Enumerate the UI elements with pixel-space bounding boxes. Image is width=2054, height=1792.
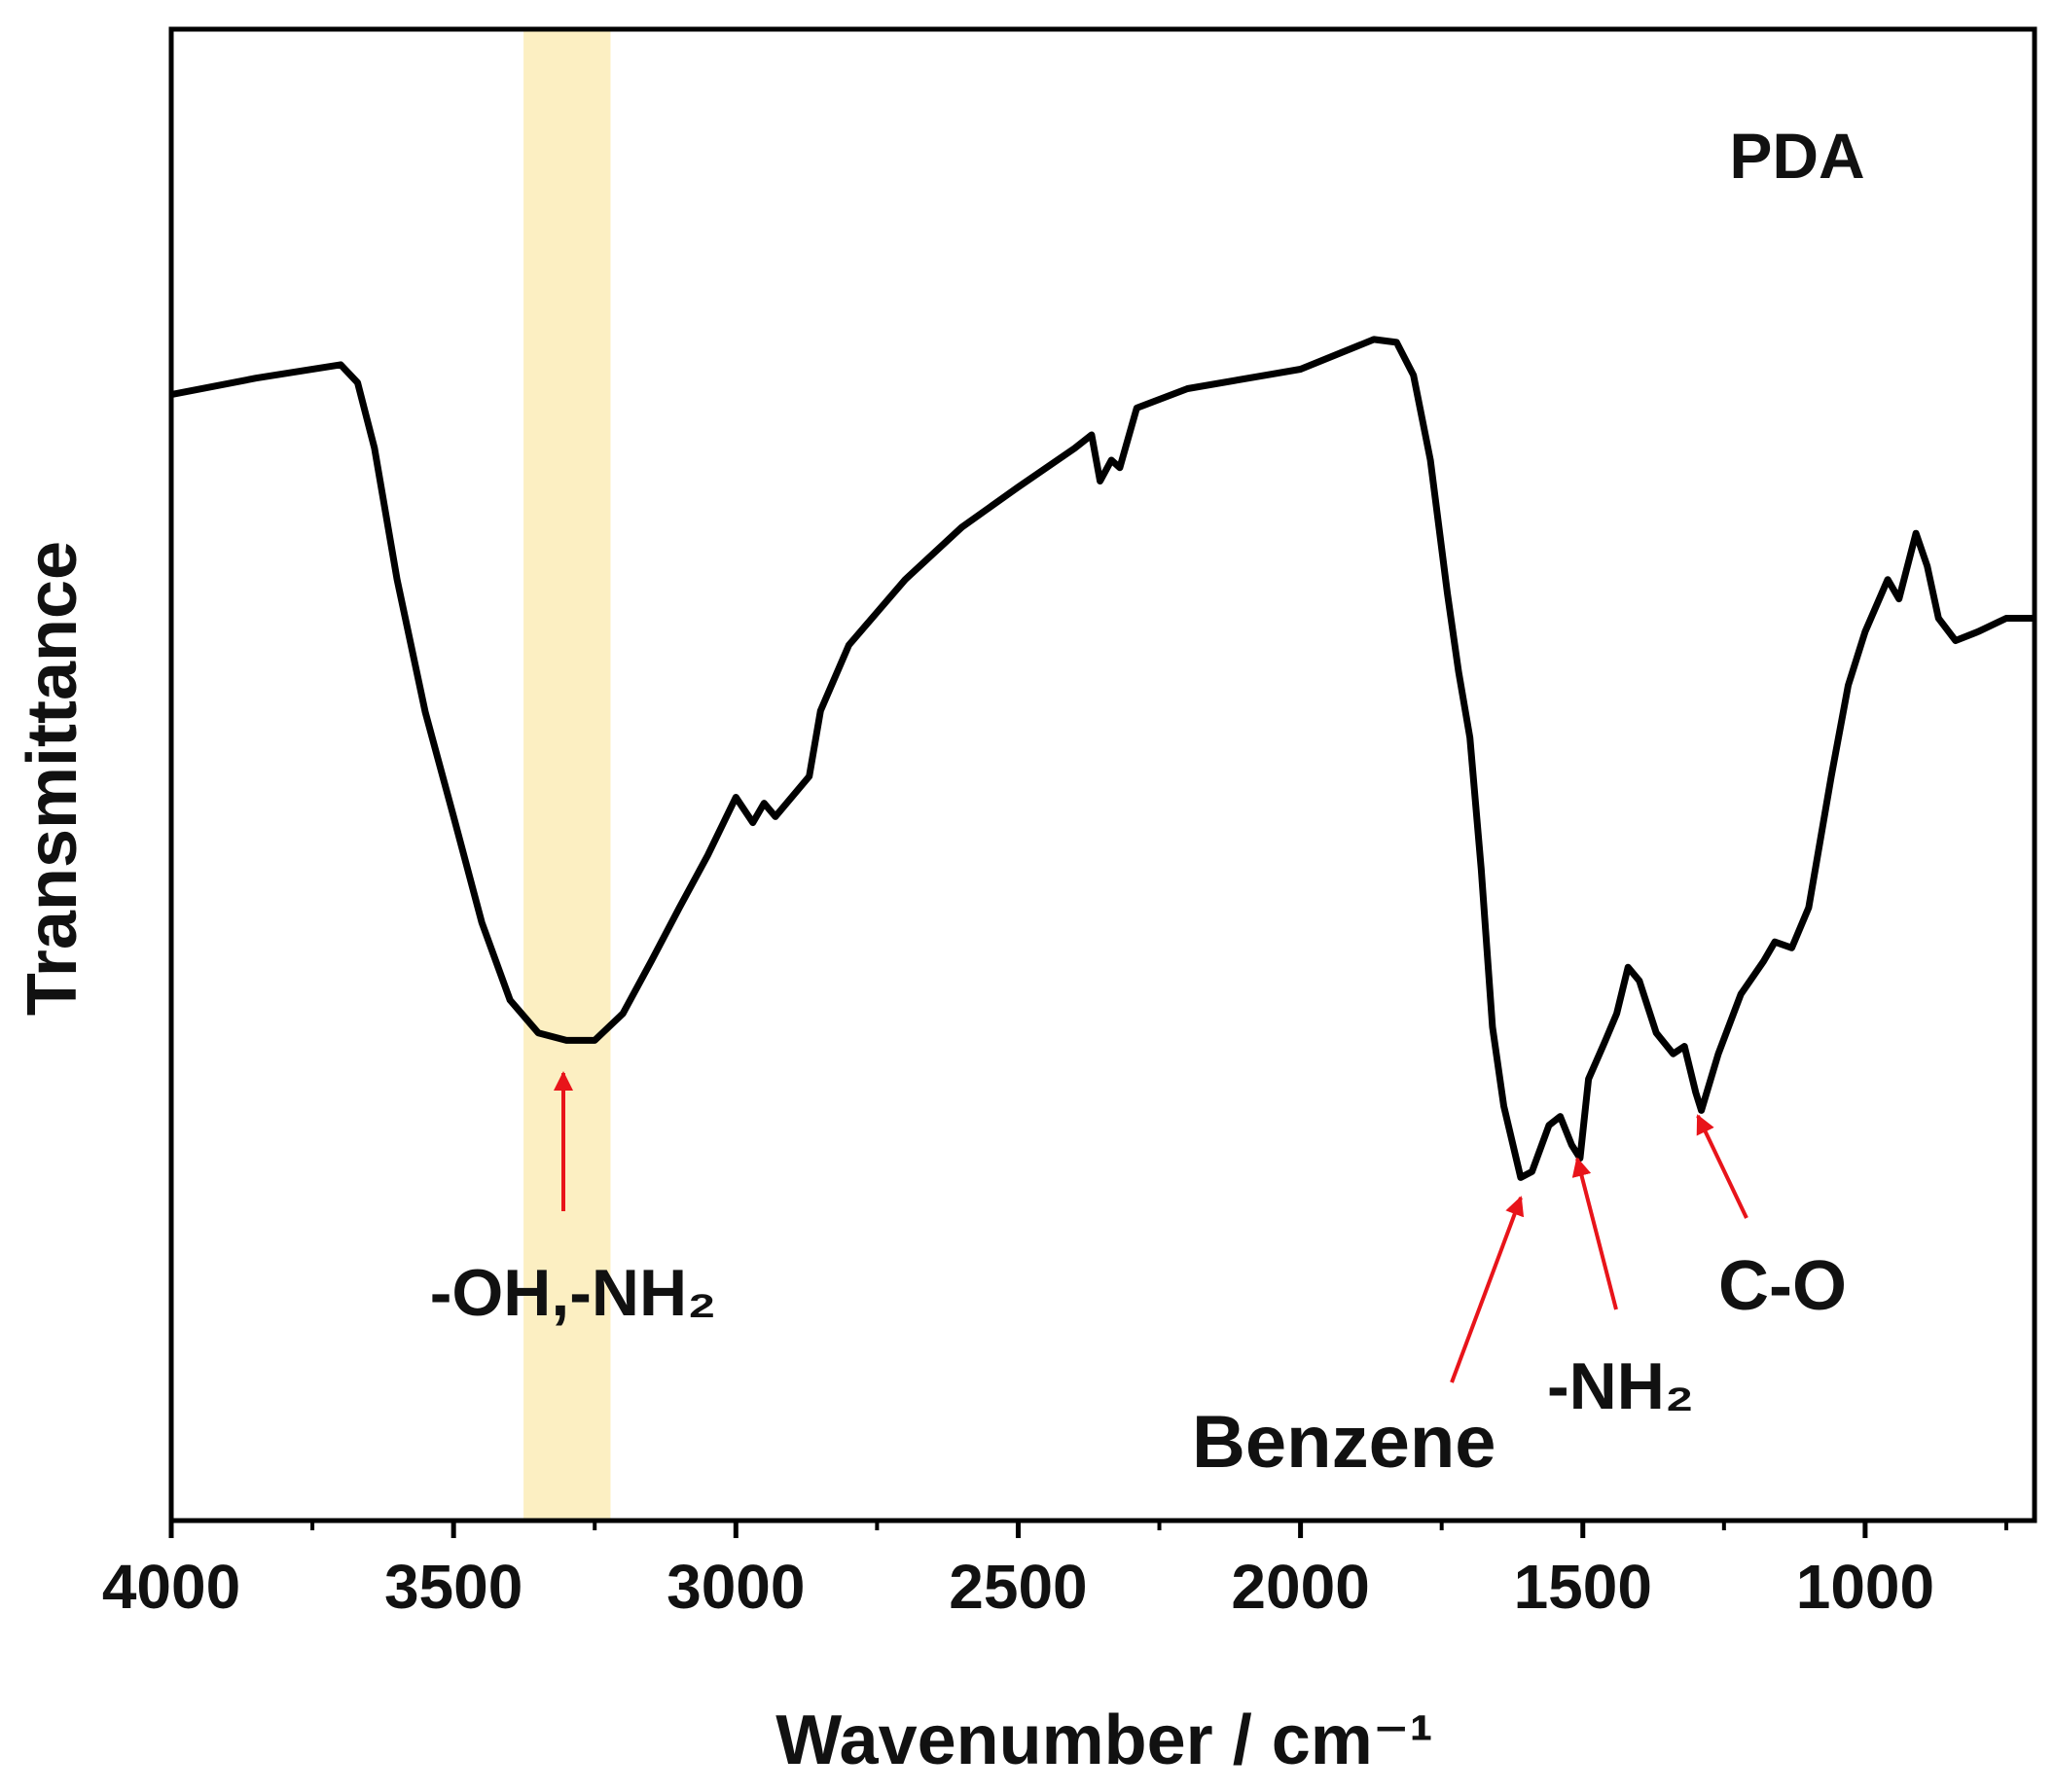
x-axis-title: Wavenumber / cm⁻¹ xyxy=(775,1702,1433,1779)
plot-frame xyxy=(168,26,2037,1523)
arrow xyxy=(1696,1114,1748,1219)
annotation: C-O xyxy=(1718,1247,1847,1325)
x-tick-label: 1000 xyxy=(1796,1552,1934,1622)
x-tick-label: 3000 xyxy=(667,1552,805,1622)
sample-label: PDA xyxy=(1729,120,1864,192)
x-tick-label: 1500 xyxy=(1514,1552,1652,1622)
annotation: Benzene xyxy=(1192,1401,1496,1484)
arrows xyxy=(554,1071,1748,1383)
annotation: -OH,-NH₂ xyxy=(430,1256,717,1330)
spectrum-line xyxy=(170,336,2035,1181)
x-tick-label: 4000 xyxy=(102,1552,240,1622)
x-tick-label: 2000 xyxy=(1231,1552,1369,1622)
x-tick-label: 3500 xyxy=(384,1552,523,1622)
y-axis-title: Transmittance xyxy=(14,541,91,1016)
arrow xyxy=(1571,1157,1618,1310)
arrow xyxy=(1450,1196,1525,1383)
x-tick-label: 2500 xyxy=(949,1552,1087,1622)
annotation: -NH₂ xyxy=(1547,1349,1694,1423)
highlight-band xyxy=(523,29,611,1521)
